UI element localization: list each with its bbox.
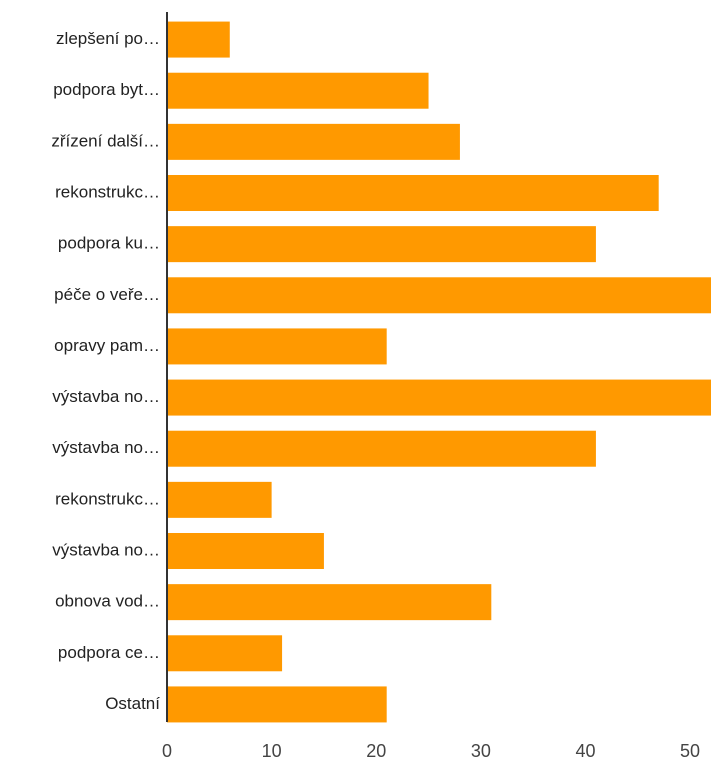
bar xyxy=(167,379,711,416)
y-tick-label: výstavba no… xyxy=(52,387,160,406)
y-tick-label: podpora ce… xyxy=(58,643,160,662)
bar xyxy=(167,533,324,569)
y-tick-label: obnova vod… xyxy=(55,592,160,611)
y-tick-label: výstavba no… xyxy=(52,540,160,559)
bar xyxy=(167,328,387,365)
y-tick-label: zlepšení po… xyxy=(56,29,160,48)
y-tick-label: Ostatní xyxy=(105,694,160,713)
y-tick-label: péče o veře… xyxy=(54,285,160,304)
y-tick-label: podpora byt… xyxy=(53,80,160,99)
x-tick-label: 50 xyxy=(680,741,700,761)
bar xyxy=(167,72,429,109)
y-tick-label: rekonstrukc… xyxy=(55,182,160,201)
y-tick-label: zřízení další… xyxy=(51,131,160,150)
bar xyxy=(167,277,711,314)
x-tick-label: 40 xyxy=(575,741,595,761)
bar xyxy=(167,635,283,672)
bar xyxy=(167,226,596,263)
bar xyxy=(167,481,272,518)
bar xyxy=(167,430,596,467)
y-tick-label: podpora ku… xyxy=(58,234,160,253)
y-tick-label: rekonstrukc… xyxy=(55,489,160,508)
y-tick-label: výstavba no… xyxy=(52,438,160,457)
bar xyxy=(167,584,492,621)
x-tick-label: 30 xyxy=(471,741,491,761)
bar xyxy=(167,123,460,160)
x-tick-label: 20 xyxy=(366,741,386,761)
bar xyxy=(167,686,387,723)
y-tick-label: opravy pam… xyxy=(54,336,160,355)
x-tick-label: 0 xyxy=(162,741,172,761)
bar xyxy=(167,21,230,58)
x-tick-label: 10 xyxy=(262,741,282,761)
bar xyxy=(167,175,659,211)
